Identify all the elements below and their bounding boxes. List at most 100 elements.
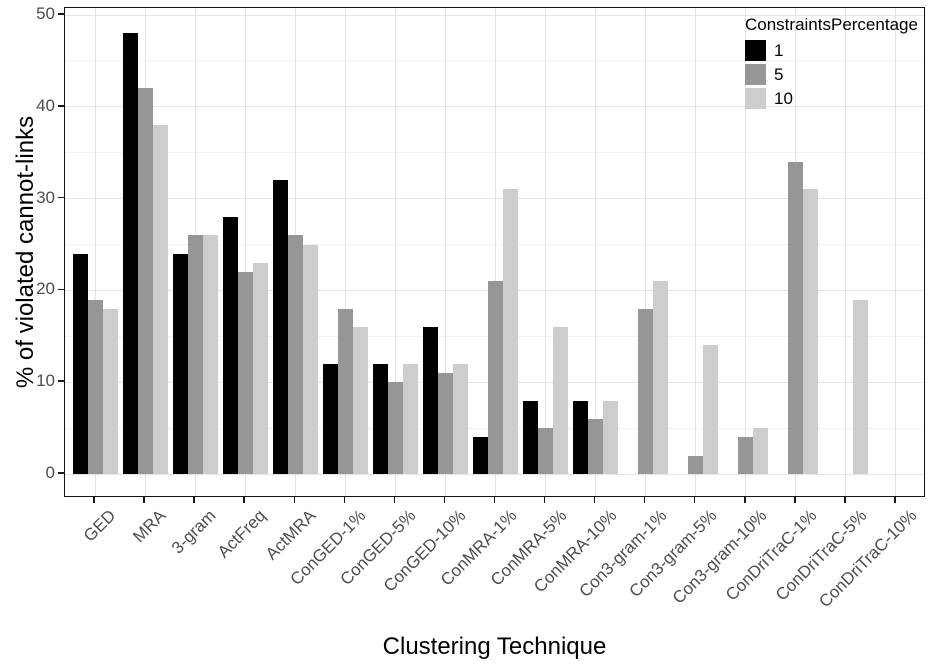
x-axis-tick xyxy=(844,497,846,503)
bar-ActFreq-1 xyxy=(222,216,238,474)
y-axis-tick xyxy=(58,288,64,291)
minor-gridline xyxy=(65,152,924,154)
minor-gridline xyxy=(65,60,924,62)
bar-GED-5 xyxy=(87,299,103,474)
major-gridline xyxy=(65,473,924,475)
bar-ActMRA-1 xyxy=(272,180,288,474)
bar-ActFreq-10 xyxy=(252,262,268,474)
plot-panel xyxy=(64,7,925,497)
bar-ActFreq-5 xyxy=(237,272,253,474)
bar-ConMRA-10%-10 xyxy=(603,400,619,474)
x-axis-tick xyxy=(543,497,546,503)
legend: ConstraintsPercentage 1 5 10 xyxy=(745,15,918,112)
bar-ConMRA-10%-1 xyxy=(573,400,589,474)
legend-title: ConstraintsPercentage xyxy=(745,15,918,34)
bar-ConGED-1%-10 xyxy=(352,327,368,474)
x-axis-tick xyxy=(894,497,896,503)
bar-3-gram-5 xyxy=(187,235,203,474)
y-axis-tick xyxy=(58,196,64,199)
x-axis-tick xyxy=(493,497,496,503)
x-axis-tick xyxy=(593,497,596,503)
category-gridline xyxy=(545,8,547,496)
y-tick-label: 0 xyxy=(45,463,55,482)
y-tick-label: 50 xyxy=(36,4,55,23)
major-gridline xyxy=(65,198,924,200)
bar-ActMRA-5 xyxy=(287,235,303,474)
bar-ConDriTraC-5%-10 xyxy=(853,299,869,474)
y-axis-tick xyxy=(58,380,64,382)
minor-gridline xyxy=(65,244,924,245)
legend-entry: 10 xyxy=(745,88,918,109)
category-gridline xyxy=(595,8,597,496)
category-gridline xyxy=(444,8,446,496)
x-axis-tick xyxy=(343,497,346,503)
legend-entry-label: 5 xyxy=(774,64,784,84)
bar-ConGED-10%-10 xyxy=(452,363,468,474)
bar-Con3-gram-1%-10 xyxy=(653,281,669,474)
category-gridline xyxy=(845,8,847,496)
x-axis-tick xyxy=(744,497,746,503)
y-axis-tick xyxy=(58,105,64,107)
legend-key-swatch xyxy=(745,40,766,61)
category-gridline xyxy=(344,8,346,496)
bar-ConMRA-5%-10 xyxy=(553,327,569,474)
x-axis-tick xyxy=(693,497,696,503)
y-axis-title: % of violated cannot-links xyxy=(12,115,39,389)
bar-Con3-gram-5%-10 xyxy=(703,345,719,474)
x-axis-tick xyxy=(293,497,296,503)
bar-ConGED-10%-5 xyxy=(437,373,453,474)
y-axis-tick xyxy=(58,13,64,15)
x-axis-tick xyxy=(443,497,446,503)
y-tick-label: 20 xyxy=(36,279,55,299)
bar-3-gram-10 xyxy=(202,235,218,474)
bar-ConGED-1%-1 xyxy=(322,363,338,474)
bar-ConMRA-1%-10 xyxy=(503,189,519,474)
y-tick-label: 40 xyxy=(36,95,55,115)
bar-ConGED-5%-5 xyxy=(387,382,403,474)
bar-ConMRA-1%-1 xyxy=(472,437,488,474)
category-gridline xyxy=(745,8,747,496)
legend-entry-label: 1 xyxy=(774,40,784,60)
category-gridline xyxy=(495,8,496,496)
x-axis-tick xyxy=(643,497,646,503)
bar-ConDriTraC-1%-10 xyxy=(803,189,819,474)
bar-MRA-5 xyxy=(137,88,153,474)
category-gridline xyxy=(244,8,246,496)
category-gridline xyxy=(94,8,96,496)
bar-ConGED-5%-10 xyxy=(402,363,418,474)
legend-entry: 1 xyxy=(745,40,918,61)
category-gridline xyxy=(645,8,647,496)
legend-entry: 5 xyxy=(745,64,918,85)
major-gridline xyxy=(65,14,924,16)
bar-GED-1 xyxy=(72,253,88,474)
x-axis-tick xyxy=(93,497,95,503)
bar-MRA-1 xyxy=(122,33,138,474)
bar-ConGED-1%-5 xyxy=(337,308,353,474)
x-axis-tick xyxy=(143,497,145,503)
bar-ConGED-10%-1 xyxy=(422,327,438,474)
y-tick-label: 10 xyxy=(36,371,55,391)
major-gridline xyxy=(65,106,924,108)
x-axis-tick xyxy=(393,497,396,503)
category-gridline xyxy=(895,8,897,496)
x-axis-tick xyxy=(794,497,796,503)
bar-ConMRA-10%-5 xyxy=(588,418,604,474)
bar-Con3-gram-1%-5 xyxy=(638,308,654,474)
legend-entry-label: 10 xyxy=(774,88,793,108)
bar-GED-10 xyxy=(102,308,118,474)
x-axis-title: Clustering Technique xyxy=(382,633,607,660)
legend-key-swatch xyxy=(745,64,766,85)
bar-ActMRA-10 xyxy=(302,244,318,474)
bar-ConGED-5%-1 xyxy=(372,363,388,474)
bar-Con3-gram-10%-10 xyxy=(753,428,769,474)
legend-entries: 1 5 10 xyxy=(745,40,918,109)
bar-ConMRA-5%-1 xyxy=(523,400,539,474)
x-axis-tick xyxy=(243,497,245,503)
legend-key-swatch xyxy=(745,88,766,109)
x-axis-tick xyxy=(193,497,195,503)
bar-ConDriTraC-1%-5 xyxy=(788,161,804,474)
bar-Con3-gram-5%-5 xyxy=(688,455,704,474)
category-gridline xyxy=(695,8,697,496)
bar-MRA-10 xyxy=(152,125,168,474)
